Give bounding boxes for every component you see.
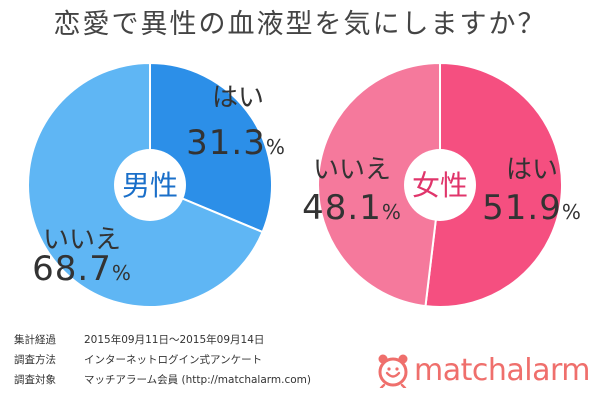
pie-slice-yes bbox=[424, 61, 564, 308]
slice-category-label: いいえ bbox=[313, 155, 391, 185]
pie-center-label: 男性 bbox=[122, 169, 178, 202]
footer-key: 調査方法 bbox=[14, 354, 56, 366]
slice-category-label: はい bbox=[212, 83, 264, 113]
footer-row-period: 集計経過 2015年09月11日～2015年09月14日 bbox=[14, 332, 264, 347]
pie-slice-no bbox=[317, 61, 441, 308]
footer-value: マッチアラーム会員 (http://matchalarm.com) bbox=[84, 374, 311, 386]
pie-center-disc bbox=[404, 149, 476, 221]
footer-key: 調査対象 bbox=[14, 374, 56, 386]
footer-key: 集計経過 bbox=[14, 334, 56, 346]
pie-center-label: 女性 bbox=[412, 169, 468, 202]
slice-value-label: 48.1% bbox=[302, 188, 402, 228]
alarm-clock-icon bbox=[378, 354, 408, 388]
footer-value: 2015年09月11日～2015年09月14日 bbox=[84, 334, 265, 346]
logo-text: matchalarm bbox=[414, 352, 591, 388]
slice-value-label: 51.9% bbox=[482, 188, 582, 228]
footer-row-target: 調査対象 マッチアラーム会員 (http://matchalarm.com) bbox=[14, 372, 311, 387]
pie-center-disc bbox=[114, 149, 186, 221]
slice-value-label: 68.7% bbox=[32, 249, 132, 289]
chart-title: 恋愛で異性の血液型を気にしますか？ bbox=[53, 9, 547, 40]
slice-category-label: いいえ bbox=[43, 225, 121, 255]
slice-value-label: 31.3% bbox=[186, 123, 286, 163]
slice-category-label: はい bbox=[506, 155, 558, 185]
footer-value: インターネットログイン式アンケート bbox=[84, 354, 263, 366]
footer-row-method: 調査方法 インターネットログイン式アンケート bbox=[14, 352, 262, 367]
matchalarm-logo: matchalarm bbox=[376, 350, 591, 390]
